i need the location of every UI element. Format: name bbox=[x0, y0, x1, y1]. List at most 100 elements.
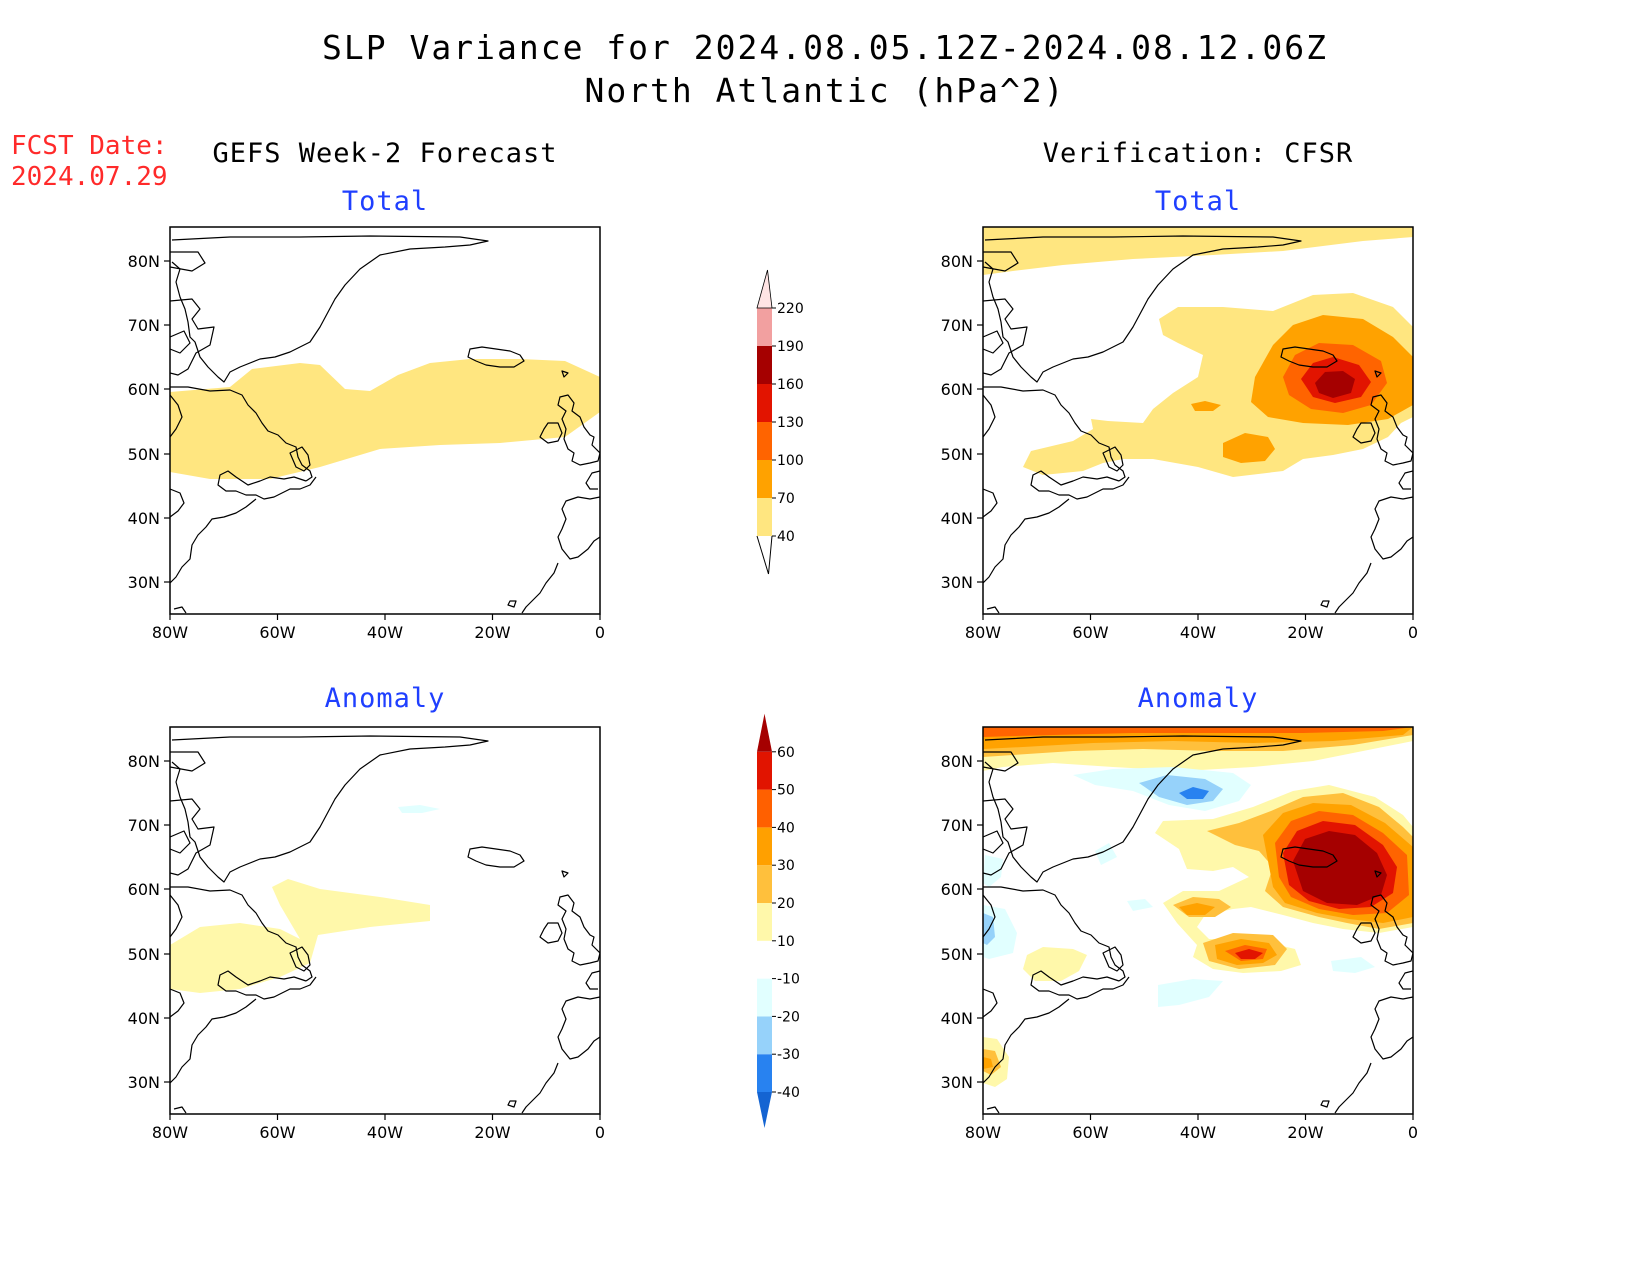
lat-tick-label-cfsr-anomaly: 70N bbox=[941, 816, 973, 835]
lon-tick-label-gefs-anomaly: 20W bbox=[474, 1123, 510, 1142]
colorbar-anomaly-label: -40 bbox=[777, 1085, 800, 1101]
lat-tick-label-cfsr-anomaly: 30N bbox=[941, 1073, 973, 1092]
lon-tick-label-gefs-total: 20W bbox=[474, 623, 510, 642]
lon-tick-label-cfsr-anomaly: 40W bbox=[1180, 1123, 1216, 1142]
lon-tick-label-cfsr-total: 80W bbox=[965, 623, 1001, 642]
lat-tick-label-cfsr-total: 60N bbox=[941, 380, 973, 399]
lon-tick-label-cfsr-anomaly: 80W bbox=[965, 1123, 1001, 1142]
figure-title-line2: North Atlantic (hPa^2) bbox=[584, 71, 1066, 110]
lat-tick-label-gefs-total: 40N bbox=[128, 509, 160, 528]
lat-tick-label-gefs-anomaly: 70N bbox=[128, 816, 160, 835]
colorbar-anomaly-swatch bbox=[757, 865, 772, 903]
colorbar-total-label: 130 bbox=[777, 415, 804, 431]
colorbar-anomaly-swatch bbox=[757, 789, 772, 828]
left-column-title: GEFS Week-2 Forecast bbox=[212, 138, 558, 169]
map-panel-gefs-total bbox=[163, 226, 601, 621]
colorbar-anomaly-label: 60 bbox=[777, 745, 795, 761]
shading-cfsr-total bbox=[983, 227, 1413, 477]
fcst-date-value: 2024.07.29 bbox=[11, 162, 168, 192]
colorbar-anomaly-label: -20 bbox=[777, 1009, 800, 1025]
colorbar-total-lower-arrow bbox=[756, 535, 773, 575]
lat-tick-label-gefs-anomaly: 40N bbox=[128, 1009, 160, 1028]
colorbar-anomaly-label: -30 bbox=[777, 1047, 800, 1063]
shading-cfsr-anomaly bbox=[983, 727, 1413, 1087]
colorbar-anomaly-label: 40 bbox=[777, 820, 795, 836]
colorbar-anomaly: -40 -30 -20 -10 10 20 30 40 50 60 bbox=[757, 713, 800, 1128]
panel-title-cfsr-anomaly: Anomaly bbox=[1137, 683, 1259, 714]
fcst-date-label: FCST Date: bbox=[11, 131, 168, 161]
lat-tick-label-cfsr-total: 70N bbox=[941, 316, 973, 335]
colorbar-anomaly-label: 30 bbox=[777, 858, 795, 874]
colorbar-anomaly-swatch bbox=[757, 978, 772, 1017]
lat-tick-label-gefs-total: 60N bbox=[128, 380, 160, 399]
lon-tick-label-cfsr-total: 0 bbox=[1408, 623, 1418, 642]
colorbar-total-swatch bbox=[757, 384, 772, 422]
lat-tick-label-cfsr-anomaly: 80N bbox=[941, 752, 973, 771]
colorbar-anomaly-swatch bbox=[757, 751, 772, 790]
panel-title-cfsr-total: Total bbox=[1154, 186, 1242, 217]
colorbar-anomaly-lower-arrow bbox=[757, 1092, 772, 1128]
colorbar-anomaly-label: 20 bbox=[777, 896, 795, 912]
lon-tick-label-cfsr-total: 60W bbox=[1072, 623, 1108, 642]
lon-tick-label-gefs-total: 60W bbox=[259, 623, 295, 642]
lat-tick-label-cfsr-anomaly: 40N bbox=[941, 1009, 973, 1028]
colorbar-total-label: 160 bbox=[777, 377, 804, 393]
lon-tick-label-gefs-total: 80W bbox=[152, 623, 188, 642]
lat-tick-label-cfsr-anomaly: 60N bbox=[941, 880, 973, 899]
colorbar-total-swatch bbox=[757, 422, 772, 460]
lon-tick-label-gefs-anomaly: 0 bbox=[595, 1123, 605, 1142]
colorbar-anomaly-label: 50 bbox=[777, 783, 795, 799]
colorbar-anomaly-upper-arrow bbox=[757, 713, 772, 752]
lat-tick-label-gefs-total: 50N bbox=[128, 445, 160, 464]
panel-title-gefs-anomaly: Anomaly bbox=[324, 683, 446, 714]
lat-tick-label-gefs-total: 30N bbox=[128, 573, 160, 592]
lat-tick-label-gefs-anomaly: 60N bbox=[128, 880, 160, 899]
lon-tick-label-gefs-total: 0 bbox=[595, 623, 605, 642]
colorbar-total-label: 100 bbox=[777, 453, 804, 469]
lat-tick-label-gefs-total: 70N bbox=[128, 316, 160, 335]
right-column-title: Verification: CFSR bbox=[1042, 138, 1354, 169]
map-panel-cfsr-anomaly bbox=[976, 726, 1414, 1121]
colorbar-anomaly-swatch bbox=[757, 903, 772, 941]
lon-tick-label-cfsr-total: 40W bbox=[1180, 623, 1216, 642]
colorbar-total-upper-arrow bbox=[756, 269, 773, 309]
colorbar-total-label: 40 bbox=[777, 529, 795, 545]
colorbar-anomaly-label: 10 bbox=[777, 934, 795, 950]
colorbar-anomaly-swatch bbox=[757, 940, 772, 979]
map-panel-cfsr-total bbox=[976, 226, 1414, 621]
panel-title-gefs-total: Total bbox=[341, 186, 429, 217]
lat-tick-label-cfsr-total: 30N bbox=[941, 573, 973, 592]
colorbar-anomaly-swatch bbox=[757, 1016, 772, 1055]
lon-tick-label-gefs-anomaly: 60W bbox=[259, 1123, 295, 1142]
lat-tick-label-gefs-anomaly: 30N bbox=[128, 1073, 160, 1092]
colorbar-total-swatch bbox=[757, 346, 772, 384]
lon-tick-label-cfsr-anomaly: 60W bbox=[1072, 1123, 1108, 1142]
lat-tick-label-cfsr-total: 40N bbox=[941, 509, 973, 528]
figure-title-line1: SLP Variance for 2024.08.05.12Z-2024.08.… bbox=[322, 28, 1328, 67]
colorbar-anomaly-swatch bbox=[757, 1054, 772, 1092]
lat-tick-label-cfsr-total: 50N bbox=[941, 445, 973, 464]
lon-tick-label-gefs-total: 40W bbox=[367, 623, 403, 642]
lat-tick-label-gefs-total: 80N bbox=[128, 252, 160, 271]
lon-tick-label-cfsr-anomaly: 0 bbox=[1408, 1123, 1418, 1142]
lat-tick-label-cfsr-anomaly: 50N bbox=[941, 945, 973, 964]
colorbar-anomaly-swatch bbox=[757, 827, 772, 866]
colorbar-total: 40 70 100 130 160 190 220 bbox=[756, 269, 804, 575]
lon-tick-label-gefs-anomaly: 80W bbox=[152, 1123, 188, 1142]
colorbar-total-swatch bbox=[757, 308, 772, 346]
colorbar-total-label: 190 bbox=[777, 339, 804, 355]
shading-gefs-anomaly bbox=[170, 805, 440, 993]
axis-tick-labels: 30N 40N 50N 60N 70N 80N 80W 60W 40W 20W 0 30N 40N 50N… bbox=[128, 252, 1418, 1142]
lon-tick-label-gefs-anomaly: 40W bbox=[367, 1123, 403, 1142]
colorbar-total-swatch bbox=[757, 460, 772, 498]
shading-gefs-total bbox=[170, 359, 600, 479]
lat-tick-label-gefs-anomaly: 80N bbox=[128, 752, 160, 771]
colorbar-total-swatch bbox=[757, 498, 772, 536]
lon-tick-label-cfsr-anomaly: 20W bbox=[1287, 1123, 1323, 1142]
colorbar-anomaly-label: -10 bbox=[777, 972, 800, 988]
map-panel-gefs-anomaly bbox=[163, 726, 601, 1121]
lon-tick-label-cfsr-total: 20W bbox=[1287, 623, 1323, 642]
colorbar-total-label: 70 bbox=[777, 491, 795, 507]
colorbar-total-label: 220 bbox=[777, 301, 804, 317]
